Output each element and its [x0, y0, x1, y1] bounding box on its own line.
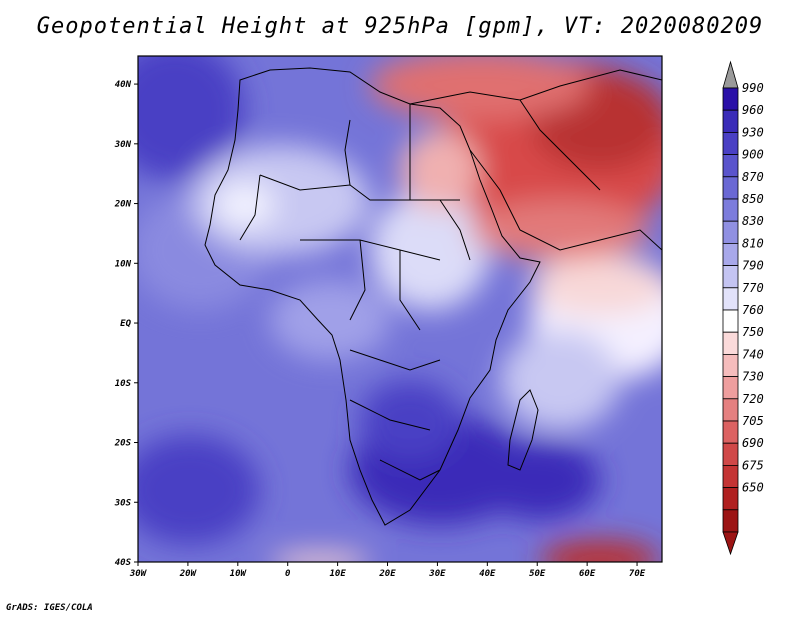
colorbar-label: 850: [742, 192, 764, 206]
map-title: Geopotential Height at 925hPa [gpm], VT:…: [36, 14, 764, 39]
colorbar-label: 740: [742, 347, 764, 361]
colorbar-label: 730: [742, 370, 764, 384]
lat-tick-label: EQ: [120, 319, 131, 329]
lat-tick-label: 40S: [115, 558, 132, 568]
lat-tick-label: 10N: [115, 259, 132, 269]
colorbar-bin: [722, 353, 739, 377]
grads-credit: GrADS: IGES/COLA: [6, 603, 93, 613]
colorbar-bin: [722, 198, 739, 222]
colorbar-label: 900: [742, 148, 764, 162]
colorbar-bin: [722, 287, 739, 311]
lon-tick-label: 60E: [579, 569, 596, 579]
colorbar-bin: [722, 509, 739, 533]
colorbar-bin: [722, 176, 739, 200]
lon-tick-label: 0: [285, 569, 291, 579]
colorbar-bin: [722, 376, 739, 400]
colorbar-bin: [722, 309, 739, 333]
lat-tick-label: 10S: [115, 379, 132, 389]
colorbar-label: 650: [742, 481, 764, 495]
longitude-axis: 30W 20W 10W 0 10E 20E 30E 40E 50E 60E 70E: [129, 562, 646, 579]
lon-tick-label: 10E: [329, 569, 346, 579]
colorbar-bin: [722, 109, 739, 133]
colorbar-bin: [722, 87, 739, 111]
colorbar-bin: [722, 220, 739, 244]
colorbar-bin: [722, 331, 739, 355]
colorbar-bin: [722, 487, 739, 511]
lon-tick-label: 50E: [529, 569, 546, 579]
colorbar-bottom-arrow: [722, 531, 739, 556]
lon-tick-label: 40E: [479, 569, 496, 579]
colorbar-bin: [722, 242, 739, 266]
colorbar-label: 750: [742, 325, 764, 339]
lon-tick-label: 20E: [378, 569, 396, 579]
colorbar-label: 990: [742, 81, 764, 95]
lat-tick-label: 20N: [114, 200, 132, 210]
colorbar-label: 810: [742, 236, 764, 250]
colorbar-label: 930: [742, 125, 764, 139]
colorbar: 990 960 930 900 870 850 830 810 790 770 760 750 740 7…: [722, 60, 764, 556]
colorbar-label: 770: [742, 281, 764, 295]
colorbar-label: 760: [742, 303, 764, 317]
lon-tick-label: 70E: [629, 569, 646, 579]
lon-tick-label: 20W: [179, 569, 198, 579]
colorbar-label: 960: [742, 103, 764, 117]
latitude-axis: 40S 30S 20S 10S EQ 10N 20N 30N 40N: [114, 80, 138, 568]
colorbar-label: 690: [742, 436, 764, 450]
lon-tick-label: 30E: [428, 569, 446, 579]
colorbar-bin: [722, 464, 739, 488]
lat-tick-label: 40N: [115, 80, 132, 90]
colorbar-label: 870: [742, 170, 764, 184]
lat-tick-label: 30S: [114, 498, 132, 508]
colorbar-bin: [722, 265, 739, 289]
colorbar-label: 720: [742, 392, 764, 406]
colorbar-bin: [722, 398, 739, 422]
colorbar-label: 675: [742, 458, 764, 472]
geopotential-field: [138, 56, 662, 562]
colorbar-top-arrow: [722, 60, 739, 89]
lat-tick-label: 20S: [114, 439, 132, 449]
coastlines: [204, 67, 662, 526]
colorbar-label: 705: [742, 414, 764, 428]
lon-tick-label: 30W: [129, 569, 148, 579]
colorbar-bin: [722, 131, 739, 155]
lat-tick-label: 30N: [114, 140, 132, 150]
map-frame: [137, 55, 663, 563]
colorbar-bin: [722, 154, 739, 178]
lon-tick-label: 10W: [230, 569, 248, 579]
colorbar-label: 790: [742, 259, 764, 273]
colorbar-label: 830: [742, 214, 764, 228]
colorbar-bin: [722, 420, 739, 444]
colorbar-bin: [722, 442, 739, 466]
